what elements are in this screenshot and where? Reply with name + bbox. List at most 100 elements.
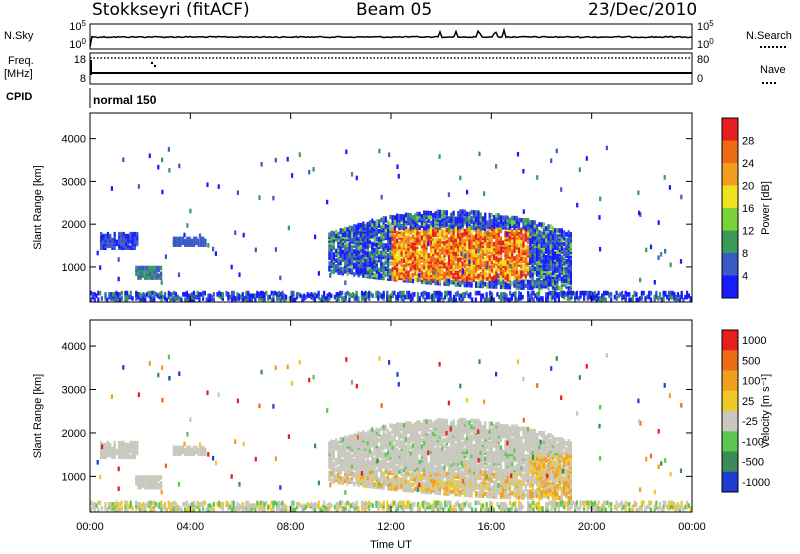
velocity-cell (362, 502, 365, 507)
power-cell (563, 251, 566, 256)
power-cell (568, 296, 571, 301)
power-cell (183, 292, 187, 297)
power-cell (402, 243, 405, 248)
power-cell (524, 218, 527, 223)
power-cell (418, 258, 421, 263)
power-cell (676, 292, 680, 297)
power-cell (490, 226, 493, 231)
power-cell (483, 191, 486, 196)
power-cell (464, 253, 467, 258)
power-cell (462, 294, 465, 300)
power-cell (459, 245, 462, 251)
power-cell (550, 294, 553, 300)
power-cell (195, 236, 198, 242)
power-cell (207, 293, 210, 299)
power-cell (402, 231, 405, 237)
power-cell (348, 252, 351, 257)
velocity-cell (480, 507, 483, 513)
power-cell (248, 297, 252, 303)
power-cell (425, 233, 428, 239)
power-cell (420, 241, 423, 246)
velocity-cell (202, 445, 205, 451)
velocity-cell (236, 502, 239, 507)
power-cell (193, 240, 196, 246)
power-cell (391, 274, 394, 280)
velocity-cell (342, 506, 345, 511)
power-cell (479, 275, 482, 281)
power-cell (434, 257, 437, 263)
power-cell (622, 294, 625, 300)
power-cell (248, 293, 252, 299)
power-cell (529, 227, 532, 233)
power-cell (366, 250, 369, 256)
power-cell (391, 249, 394, 255)
velocity-cell (545, 504, 548, 510)
power-cell (186, 236, 189, 242)
power-cell (599, 246, 602, 252)
power-cell (411, 296, 414, 301)
velocity-cell (263, 502, 266, 507)
power-cell (407, 212, 410, 218)
velocity-cell (353, 503, 356, 508)
power-cell (200, 292, 203, 297)
power-cell (486, 272, 489, 277)
velocity-cell (436, 500, 439, 506)
power-cell (178, 296, 181, 301)
velocity-cell (346, 451, 349, 457)
velocity-cell (174, 504, 178, 510)
power-cell (449, 290, 452, 296)
power-cell (362, 242, 365, 248)
power-cell (488, 255, 491, 260)
power-cell (330, 251, 333, 257)
velocity-cell (366, 469, 369, 475)
power-cell (524, 277, 527, 283)
velocity-cell (346, 441, 349, 447)
velocity-cell (183, 507, 187, 513)
velocity-cell (642, 500, 645, 506)
power-cell (387, 230, 390, 235)
power-cell (434, 274, 437, 280)
power-cell (332, 252, 335, 257)
power-cell (382, 262, 385, 267)
power-cell (109, 296, 113, 301)
power-cell (173, 290, 176, 296)
power-cell (142, 292, 145, 297)
velocity-cell (530, 500, 533, 506)
power-cell (153, 290, 156, 296)
power-cell (274, 290, 277, 296)
velocity-cell (649, 500, 653, 506)
power-cell (148, 153, 151, 159)
power-cell (409, 213, 412, 218)
velocity-cell (602, 500, 606, 506)
velocity-cell (561, 500, 564, 506)
power-cell (259, 296, 262, 301)
velocity-cell (640, 504, 643, 510)
power-cell (409, 266, 412, 272)
power-cell (520, 227, 523, 233)
power-cell (371, 293, 374, 299)
power-cell (477, 273, 480, 279)
velocity-cell (359, 439, 363, 445)
power-cell (344, 259, 347, 265)
velocity-cell (454, 502, 457, 507)
power-cell (638, 210, 641, 216)
power-cell (328, 251, 331, 257)
power-cell (261, 290, 264, 296)
power-cell (468, 248, 471, 253)
power-cell (508, 257, 512, 263)
power-cell (232, 290, 235, 296)
power-cell (193, 236, 196, 242)
power-cell (153, 265, 156, 271)
power-cell (133, 231, 137, 237)
power-cell (344, 244, 347, 249)
power-cell (646, 294, 649, 300)
velocity-cell (369, 502, 373, 507)
power-cell (333, 294, 336, 300)
power-cell (129, 290, 132, 296)
power-cell (427, 241, 430, 247)
power-cell (560, 228, 563, 233)
velocity-cell (160, 500, 163, 506)
power-cell (637, 190, 640, 195)
velocity-cell (359, 435, 363, 441)
power-cell (423, 210, 426, 215)
